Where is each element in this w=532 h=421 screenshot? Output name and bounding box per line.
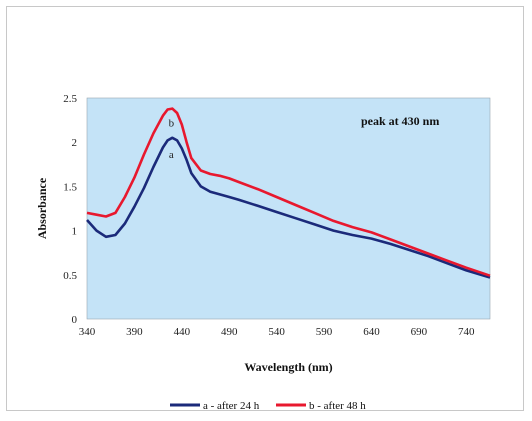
y-tick-label: 1 [72,226,78,238]
y-tick-label: 2 [72,137,78,149]
x-tick-label: 640 [363,326,380,338]
x-tick-label: 740 [458,326,475,338]
y-tick-label: 0.5 [63,270,77,282]
y-tick-label: 1.5 [63,181,77,193]
legend: a - after 24 h b - after 48 h [170,400,366,412]
x-tick-label: 340 [79,326,96,338]
plot-area [86,97,491,320]
series-line-a [86,136,491,279]
x-tick-label: 540 [268,326,285,338]
series-label-a: a [169,149,174,161]
x-axis-title: Wavelength (nm) [244,360,332,374]
x-tick-label: 590 [316,326,333,338]
legend-label-b: b - after 48 h [309,400,366,412]
y-tick-label: 0 [72,314,78,326]
legend-label-a: a - after 24 h [203,400,260,412]
x-tick-label: 490 [221,326,238,338]
x-tick-label: 440 [174,326,191,338]
x-tick-label: 390 [126,326,143,338]
y-axis-title: Absorbance [35,177,49,239]
x-tick-label: 690 [411,326,428,338]
series-line-b [86,107,491,277]
series-label-b: b [169,118,175,130]
y-tick-label: 2.5 [63,93,77,105]
peak-annotation: peak at 430 nm [361,114,439,128]
